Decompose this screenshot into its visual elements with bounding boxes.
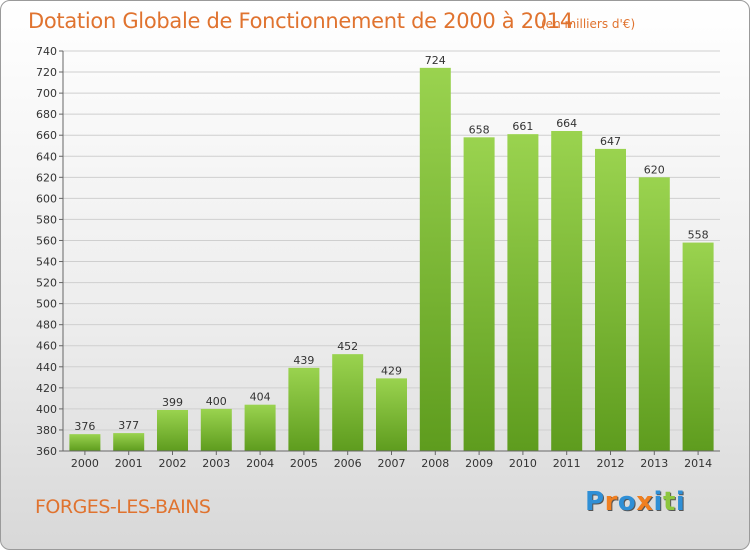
x-tick-label: 2014 bbox=[684, 457, 712, 470]
bar bbox=[376, 378, 407, 451]
x-tick-label: 2009 bbox=[465, 457, 493, 470]
bar-value-label: 664 bbox=[556, 117, 577, 130]
bar bbox=[463, 137, 495, 451]
y-tick-label: 440 bbox=[36, 361, 57, 374]
logo-letter: i bbox=[653, 487, 663, 517]
logo-letter: P bbox=[585, 487, 605, 517]
bar-value-label: 377 bbox=[118, 419, 139, 432]
bar-value-label: 376 bbox=[74, 420, 95, 433]
x-tick-label: 2002 bbox=[159, 457, 187, 470]
bar-value-label: 452 bbox=[337, 340, 358, 353]
x-tick-label: 2007 bbox=[378, 457, 406, 470]
bar-value-label: 661 bbox=[512, 120, 533, 133]
bar-value-label: 620 bbox=[644, 163, 665, 176]
bar-value-label: 658 bbox=[469, 123, 490, 136]
bar bbox=[507, 134, 539, 451]
logo-letter: x bbox=[636, 487, 654, 517]
y-tick-label: 380 bbox=[36, 424, 57, 437]
x-tick-label: 2004 bbox=[246, 457, 274, 470]
proxiti-logo[interactable]: Proxiti bbox=[585, 487, 685, 517]
y-tick-label: 500 bbox=[36, 298, 57, 311]
y-tick-label: 540 bbox=[36, 256, 57, 269]
y-tick-label: 480 bbox=[36, 319, 57, 332]
x-tick-label: 2001 bbox=[115, 457, 143, 470]
x-tick-label: 2013 bbox=[640, 457, 668, 470]
x-tick-label: 2012 bbox=[597, 457, 625, 470]
y-tick-label: 700 bbox=[36, 87, 57, 100]
y-tick-label: 620 bbox=[36, 171, 57, 184]
y-tick-label: 660 bbox=[36, 129, 57, 142]
x-tick-label: 2006 bbox=[334, 457, 362, 470]
logo-letter: t bbox=[662, 487, 676, 517]
y-tick-label: 640 bbox=[36, 150, 57, 163]
bars: 376 377 399 400 404 439 452 429 724 658 661 664 647 6… bbox=[69, 54, 714, 452]
chart-title: Dotation Globale de Fonctionnement de 20… bbox=[28, 9, 573, 33]
y-tick-label: 680 bbox=[36, 108, 57, 121]
bar bbox=[419, 67, 451, 451]
y-tick-label: 720 bbox=[36, 66, 57, 79]
bar bbox=[157, 409, 188, 451]
bar bbox=[113, 433, 145, 451]
bar bbox=[595, 148, 626, 452]
bar-value-label: 647 bbox=[600, 135, 621, 148]
y-tick-label: 740 bbox=[36, 45, 57, 58]
bar-value-label: 404 bbox=[250, 391, 271, 404]
x-axis: 2000 2001 2002 2003 2004 2005 2006 2007 2008 2009… bbox=[63, 450, 720, 470]
x-tick-label: 2010 bbox=[509, 457, 537, 470]
logo-letter: i bbox=[675, 487, 686, 517]
logo-letter: o bbox=[617, 487, 637, 517]
y-tick-label: 560 bbox=[36, 234, 57, 247]
bar bbox=[682, 242, 714, 451]
bar bbox=[288, 367, 320, 451]
y-axis: 360 380 400 420 440 460 480 500 520 540 560 580 600 6… bbox=[36, 45, 64, 458]
bar bbox=[244, 404, 276, 451]
y-tick-label: 400 bbox=[36, 403, 57, 416]
bar bbox=[69, 434, 101, 451]
y-tick-label: 520 bbox=[36, 277, 57, 290]
chart-unit: (en milliers d'€) bbox=[541, 17, 636, 31]
x-tick-label: 2003 bbox=[202, 457, 230, 470]
bar-value-label: 724 bbox=[425, 54, 446, 67]
bar-value-label: 429 bbox=[381, 364, 402, 377]
bar bbox=[551, 131, 583, 451]
commune-name: FORGES-LES-BAINS bbox=[35, 496, 211, 518]
y-tick-label: 360 bbox=[36, 445, 57, 458]
bar-value-label: 439 bbox=[293, 354, 314, 367]
y-tick-label: 580 bbox=[36, 213, 57, 226]
bar-value-label: 558 bbox=[688, 229, 709, 242]
bar bbox=[200, 408, 232, 451]
x-tick-label: 2000 bbox=[71, 457, 99, 470]
y-tick-label: 460 bbox=[36, 340, 57, 353]
bar-value-label: 400 bbox=[206, 395, 227, 408]
bar bbox=[332, 354, 364, 451]
x-tick-label: 2008 bbox=[421, 457, 449, 470]
x-tick-label: 2011 bbox=[553, 457, 581, 470]
bar bbox=[638, 177, 670, 451]
y-tick-label: 600 bbox=[36, 192, 57, 205]
logo-letter: r bbox=[604, 487, 618, 517]
x-tick-label: 2005 bbox=[290, 457, 318, 470]
bar-value-label: 399 bbox=[162, 396, 183, 409]
y-tick-label: 420 bbox=[36, 382, 57, 395]
